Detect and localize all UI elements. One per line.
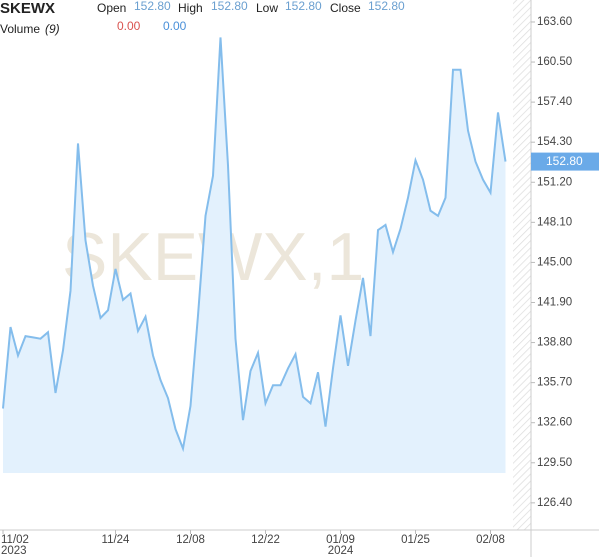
y-tick-label: 154.30 bbox=[537, 136, 572, 148]
future-area bbox=[513, 0, 531, 530]
high-label: High bbox=[178, 1, 203, 15]
y-tick-label: 126.40 bbox=[537, 497, 572, 509]
volume-value: 0.00 bbox=[117, 19, 141, 33]
open-label: Open bbox=[97, 1, 126, 15]
y-tick-label: 138.80 bbox=[537, 337, 572, 349]
x-tick-label: 02/08 bbox=[476, 534, 505, 546]
symbol: SKEWX bbox=[0, 0, 55, 17]
volume-period: (9) bbox=[45, 22, 60, 36]
y-tick-label: 148.10 bbox=[537, 216, 572, 228]
x-tick-label: 12/08 bbox=[176, 534, 205, 546]
open-value: 152.80 bbox=[134, 0, 171, 13]
plot: SKEWX,1 bbox=[2, 37, 507, 474]
high-value: 152.80 bbox=[211, 0, 248, 13]
x-tick-label: 01/09 bbox=[326, 534, 355, 546]
low-value: 152.80 bbox=[285, 0, 322, 13]
x-tick-label: 12/22 bbox=[251, 534, 280, 546]
volume-value: 0.00 bbox=[163, 19, 187, 33]
x-tick-label: 11/02 bbox=[1, 534, 29, 546]
close-value: 152.80 bbox=[368, 0, 405, 13]
y-tick-label: 163.60 bbox=[537, 16, 572, 28]
y-tick-label: 141.90 bbox=[537, 297, 572, 309]
y-tick-label: 145.00 bbox=[537, 256, 572, 268]
y-tick-label: 129.50 bbox=[537, 457, 572, 469]
last-price-tag bbox=[531, 152, 599, 171]
area bbox=[3, 37, 506, 474]
line bbox=[2, 37, 507, 453]
x-year-label: 2023 bbox=[1, 545, 27, 557]
low-label: Low bbox=[256, 1, 278, 15]
last-price-label: 152.80 bbox=[546, 154, 583, 168]
y-tick-label: 135.70 bbox=[537, 377, 572, 389]
volume-label: Volume bbox=[0, 22, 40, 36]
y-tick-label: 160.50 bbox=[537, 56, 572, 68]
x-tick-label: 01/25 bbox=[401, 534, 430, 546]
y-tick-label: 151.20 bbox=[537, 176, 572, 188]
close-label: Close bbox=[330, 1, 361, 15]
x-tick-label: 11/24 bbox=[102, 534, 131, 546]
y-tick-label: 132.60 bbox=[537, 417, 572, 429]
y-tick-label: 157.40 bbox=[537, 96, 572, 108]
x-year-label: 2024 bbox=[328, 545, 354, 557]
